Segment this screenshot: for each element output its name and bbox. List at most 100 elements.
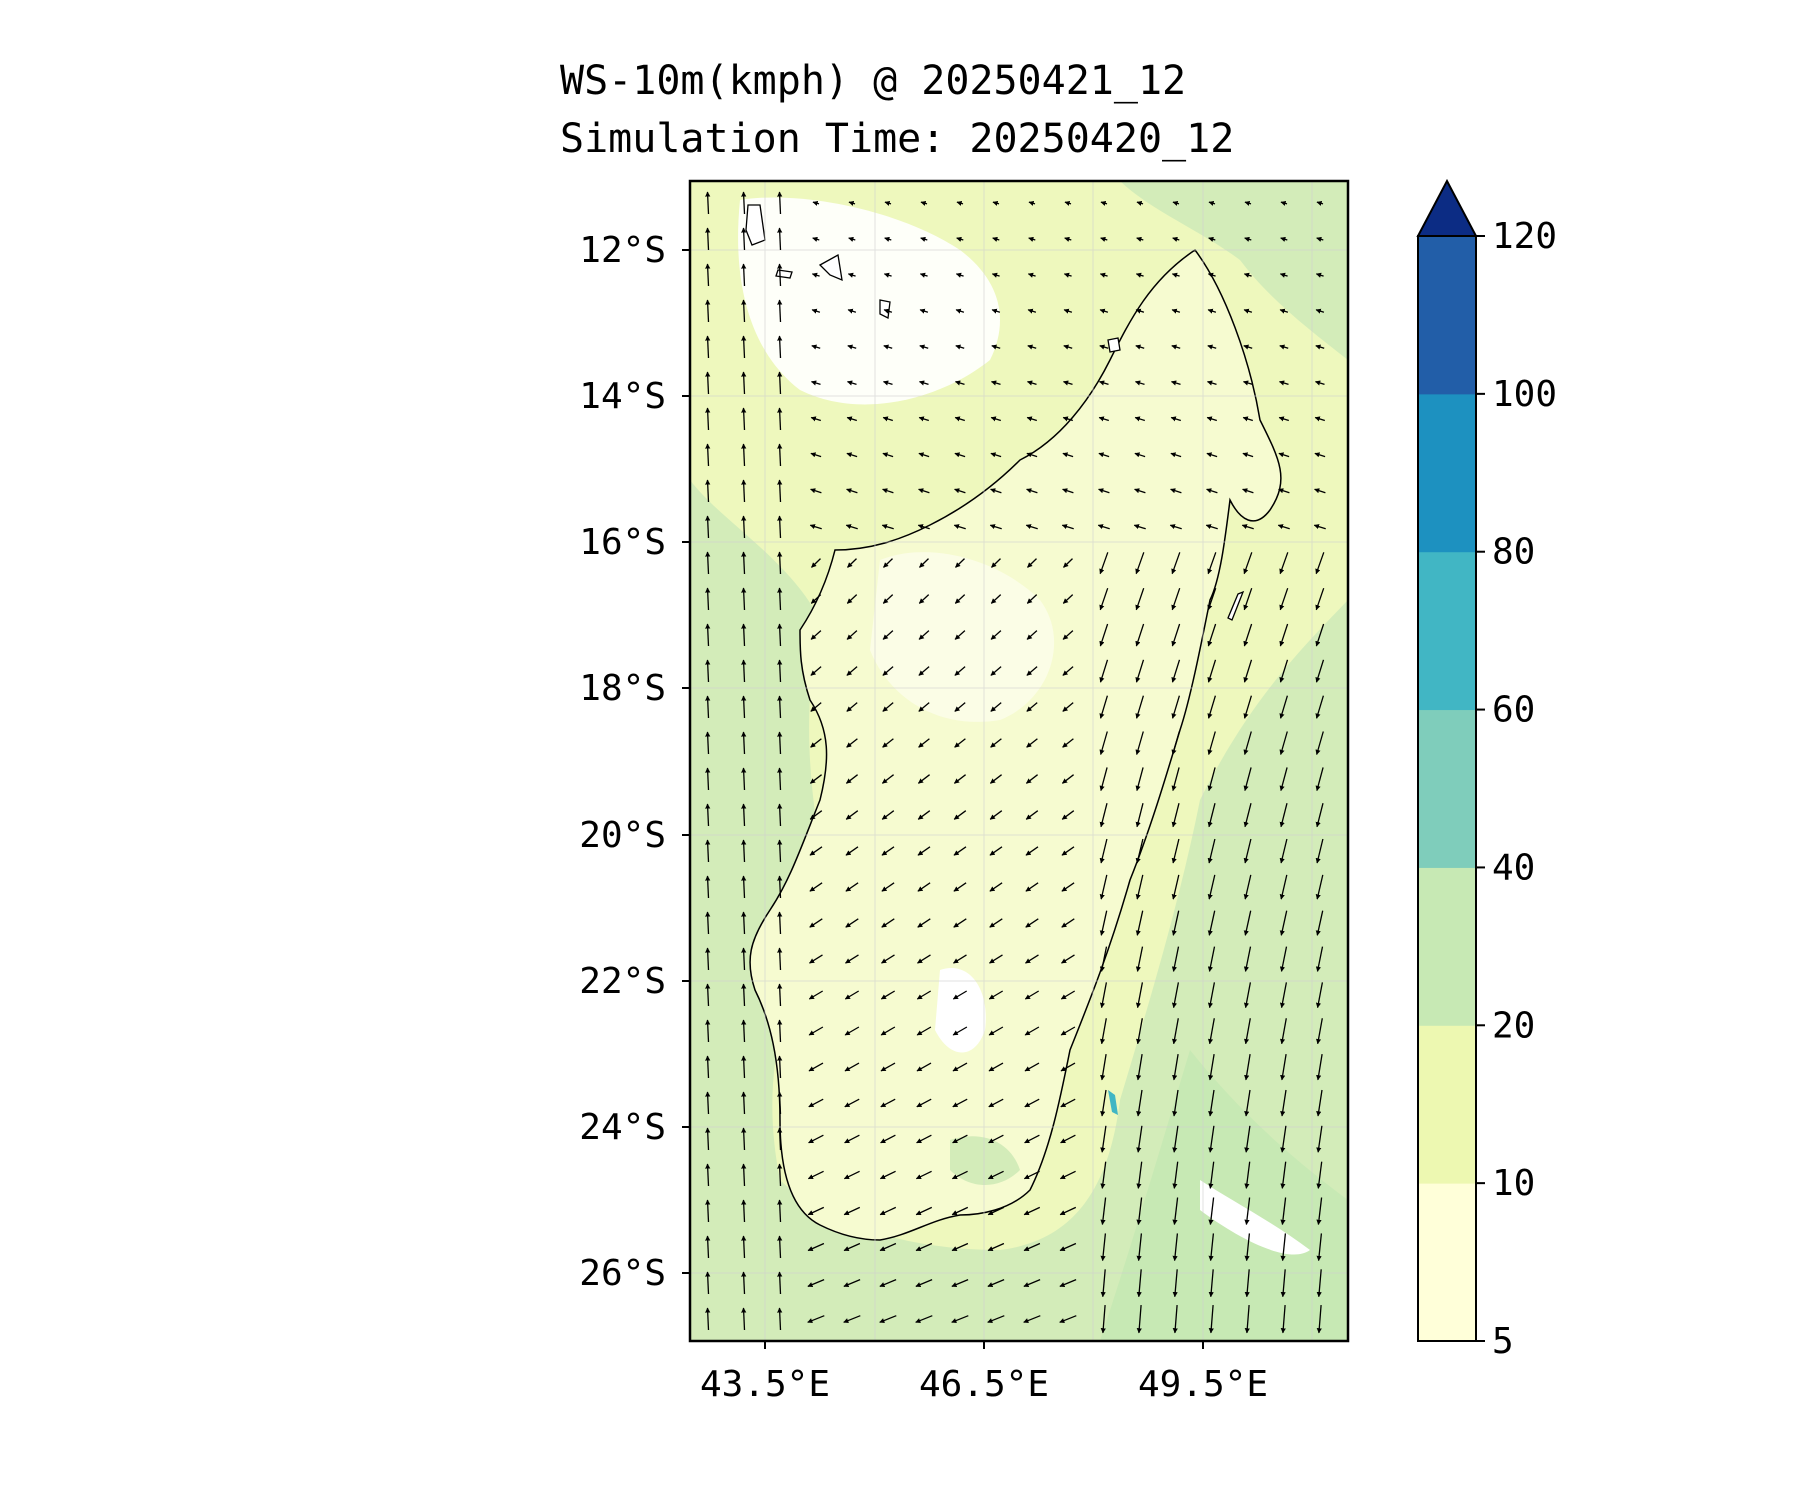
wind-arrow bbox=[811, 558, 821, 568]
wind-arrow bbox=[741, 623, 747, 647]
wind-arrow bbox=[741, 1199, 747, 1223]
wind-arrow bbox=[1025, 524, 1038, 530]
wind-arrow bbox=[1315, 695, 1325, 719]
wind-arrow bbox=[990, 488, 1002, 494]
wind-arrow bbox=[1169, 524, 1182, 530]
wind-arrow bbox=[1028, 236, 1036, 242]
wind-arrow bbox=[1244, 1305, 1250, 1334]
wind-arrow bbox=[1315, 659, 1325, 683]
wind-arrow bbox=[989, 810, 1003, 820]
wind-arrow bbox=[880, 1098, 896, 1108]
wind-arrow bbox=[777, 515, 783, 539]
wind-arrow bbox=[1279, 695, 1289, 719]
wind-arrow bbox=[1280, 1125, 1287, 1153]
wind-arrow bbox=[1207, 731, 1216, 755]
calm-area-south bbox=[935, 968, 986, 1053]
wind-arrow bbox=[1060, 990, 1076, 1000]
wind-arrow bbox=[1171, 838, 1180, 864]
wind-arrow bbox=[1208, 236, 1216, 242]
wind-arrow bbox=[705, 695, 711, 719]
wind-arrow bbox=[1279, 1018, 1287, 1045]
wind-arrow bbox=[1207, 552, 1217, 575]
wind-arrow bbox=[810, 416, 821, 422]
wind-arrow bbox=[991, 558, 1001, 568]
wind-arrow bbox=[1063, 308, 1073, 314]
wind-arrow bbox=[1023, 1315, 1041, 1323]
wind-arrow bbox=[954, 488, 966, 494]
wind-arrow bbox=[954, 594, 966, 604]
wind-arrow bbox=[1135, 982, 1144, 1009]
wind-arrow bbox=[847, 308, 857, 314]
wind-arrow bbox=[741, 479, 747, 503]
wind-arrow bbox=[881, 810, 895, 820]
wind-arrow bbox=[741, 767, 747, 791]
wind-arrow bbox=[705, 407, 711, 431]
wind-arrow bbox=[777, 623, 783, 647]
wind-arrow bbox=[919, 558, 929, 568]
wind-arrow bbox=[1208, 1269, 1214, 1298]
wind-arrow bbox=[1207, 767, 1216, 792]
wind-arrow bbox=[1023, 1279, 1041, 1287]
wind-arrow bbox=[1062, 452, 1074, 458]
wind-arrow bbox=[705, 1019, 711, 1043]
strong-wind-spot bbox=[1108, 1090, 1118, 1115]
wind-arrow bbox=[1171, 308, 1181, 314]
wind-arrow bbox=[1025, 810, 1039, 820]
wind-arrow bbox=[1099, 380, 1109, 386]
wind-arrow bbox=[916, 1098, 932, 1108]
wind-arrow bbox=[1316, 1305, 1322, 1334]
wind-arrow bbox=[843, 1170, 860, 1180]
wind-arrow bbox=[705, 551, 711, 575]
wind-arrow bbox=[1136, 1305, 1142, 1334]
wind-arrow bbox=[917, 918, 931, 928]
wind-arrow bbox=[1314, 452, 1326, 458]
wind-arrow bbox=[846, 488, 858, 494]
lat-label: 14°S bbox=[579, 376, 666, 417]
wind-arrow bbox=[990, 416, 1001, 422]
wind-arrow bbox=[954, 666, 966, 676]
wind-arrow bbox=[990, 594, 1002, 604]
wind-arrow bbox=[1026, 416, 1037, 422]
wind-arrow bbox=[777, 803, 783, 827]
wind-arrow bbox=[1063, 380, 1073, 386]
wind-arrow bbox=[1279, 803, 1288, 828]
wind-arrow bbox=[918, 416, 929, 422]
wind-arrow bbox=[917, 882, 931, 892]
wind-arrow bbox=[705, 263, 711, 287]
stronger-patch-south bbox=[950, 1136, 1020, 1185]
wind-arrow bbox=[880, 1026, 896, 1036]
wind-arrow bbox=[879, 1242, 897, 1252]
wind-arrow bbox=[845, 954, 859, 964]
wind-arrow bbox=[1243, 910, 1252, 936]
wind-arrow bbox=[918, 666, 930, 676]
wind-arrow bbox=[777, 479, 783, 503]
wind-arrow bbox=[777, 551, 783, 575]
wind-arrow bbox=[1279, 731, 1288, 755]
wind-arrow bbox=[1171, 731, 1180, 755]
wind-arrow bbox=[1205, 524, 1218, 530]
wind-arrow bbox=[810, 594, 822, 604]
wind-arrow bbox=[1136, 1125, 1143, 1153]
wind-arrow bbox=[705, 1199, 711, 1223]
wind-arrow bbox=[1315, 1018, 1323, 1045]
wind-arrow bbox=[741, 227, 747, 251]
wind-arrow bbox=[882, 630, 894, 640]
wind-arrow bbox=[1241, 524, 1254, 530]
wind-arrow bbox=[1243, 380, 1253, 386]
wind-arrow bbox=[846, 630, 858, 640]
wind-arrow bbox=[916, 1134, 932, 1144]
wind-arrow bbox=[807, 1315, 825, 1323]
wind-arrow bbox=[741, 587, 747, 611]
wind-arrow bbox=[1060, 1098, 1076, 1108]
wind-arrow bbox=[1099, 910, 1108, 936]
wind-arrow bbox=[810, 488, 822, 494]
wind-arrow bbox=[1170, 488, 1182, 494]
wind-arrow bbox=[777, 659, 783, 683]
wind-arrow bbox=[991, 344, 1001, 350]
wind-arrow bbox=[1316, 236, 1324, 242]
wind-arrow bbox=[953, 882, 967, 892]
lat-label: 24°S bbox=[579, 1107, 666, 1148]
wind-arrow bbox=[879, 1315, 897, 1323]
wind-arrow bbox=[1315, 552, 1325, 575]
